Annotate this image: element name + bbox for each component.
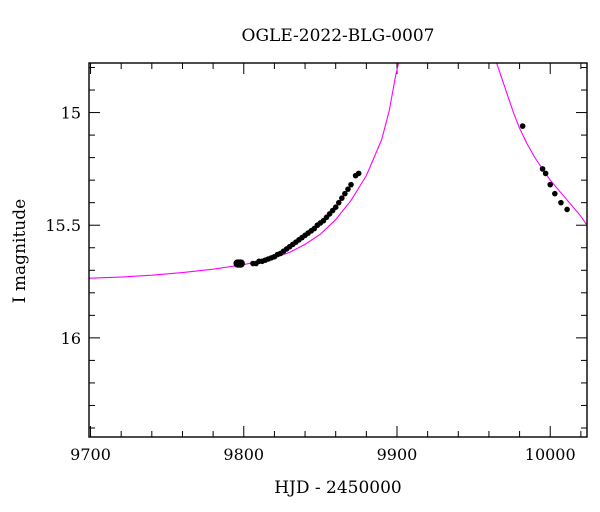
data-point [332,204,339,210]
y-tick-label: 16 [61,329,81,348]
x-tick-label: 9900 [377,445,418,464]
data-point [335,199,342,206]
axis-ticks [89,63,587,437]
data-point [552,190,558,197]
x-axis-label: HJD - 2450000 [274,478,402,498]
data-point [355,170,362,177]
plot-area [89,63,587,279]
data-point [558,199,564,206]
plot-frame [88,62,588,438]
data-point [339,195,345,201]
y-tick-label: 15.5 [45,216,81,235]
data-point [345,186,351,192]
x-tick-label: 9700 [70,445,111,464]
model-curve [89,63,587,279]
data-points [233,123,570,268]
data-point [348,181,354,188]
tick-labels: 9700 9800 9900 10000 15 15.5 16 [45,104,575,464]
data-point [342,190,348,197]
y-tick-label: 15 [61,104,81,123]
data-point [547,181,554,188]
y-axis-label: I magnitude [10,199,30,303]
x-tick-label: 9800 [223,445,264,464]
x-tick-label: 10000 [525,445,576,464]
chart-title: OGLE-2022-BLG-0007 [242,26,435,46]
data-point [539,166,546,172]
data-point [519,123,526,129]
data-point [542,170,549,177]
data-point [564,206,570,213]
data-point [236,259,245,268]
